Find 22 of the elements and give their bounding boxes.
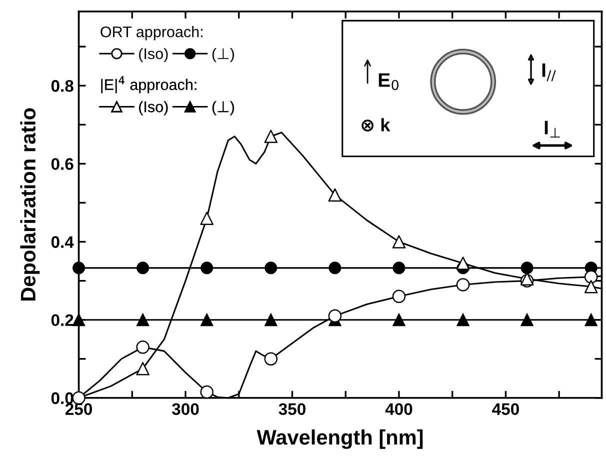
legend-label: (Iso) [139, 48, 168, 62]
x-tick-label: 400 [385, 403, 412, 416]
annotation: E$_{0}$ [378, 73, 399, 90]
legend-label: (⊥) [212, 48, 234, 62]
x-tick-label: 300 [172, 403, 199, 416]
annotation: I$_{//}$ [542, 63, 556, 82]
x-tick-label: 350 [278, 403, 306, 416]
y-axis-title: Depolarization ratio [20, 108, 40, 301]
x-axis-title: Wavelength [nm] [256, 429, 423, 449]
y-tick-label: 0.2 [51, 314, 74, 326]
y-tick-label: 0.8 [51, 80, 74, 92]
annotation: ORT approach: [100, 26, 202, 40]
x-tick-label: 250 [65, 403, 92, 416]
y-tick-label: 0.0 [51, 392, 74, 404]
y-tick-label: 0.6 [51, 158, 74, 170]
x-tick-label: 450 [492, 403, 519, 416]
annotation: ⊗ k [362, 118, 390, 132]
y-tick-label: 0.4 [51, 236, 74, 248]
annotation: I$_{⊥}$ [544, 120, 560, 138]
legend-label: (Iso) [139, 101, 168, 116]
annotation: |E|$^{4}$ approach: [101, 76, 196, 94]
legend-label: (⊥) [212, 101, 234, 116]
